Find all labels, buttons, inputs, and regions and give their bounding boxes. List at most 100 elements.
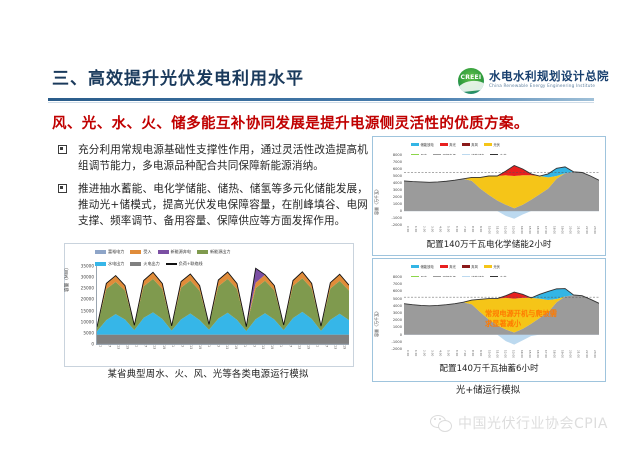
x-tick-label: 13:00 [511,350,516,359]
legend-item: 水电出力 [95,261,124,267]
y-tick-label: 6000 [392,167,402,171]
logo-name-en: China Renewable Energy Engineering Insti… [489,83,596,88]
x-tick-label: 9:00 [479,226,484,233]
x-tick-label: 16:00 [536,226,541,235]
legend-label: 弃光 [449,264,456,269]
y-tick-label: 25000 [80,285,94,291]
legend-swatch [95,250,106,254]
legend-swatch [95,262,106,266]
x-tick-label: 1 [315,345,320,348]
y-tick-label: 7000 [392,282,402,287]
chart-power-mix-week: 富裕电力 受入 新能源弃电 新能源出力 水电出力 火电出力 负荷+联络线 容量（MW） 0… [64,243,354,367]
x-tick-label: 12:00 [503,226,508,235]
header-divider [48,98,594,101]
legend-item: 负荷+联络线 [165,261,203,267]
legend-item: 弃光 [439,264,456,269]
x-tick-label: 19 [270,345,275,350]
x-tick-label: 15:00 [527,226,532,235]
stacked-area-svg [97,267,349,344]
x-tick-label: 15:00 [527,350,532,359]
y-tick-label: 0 [399,332,402,337]
y-tick-label: 15000 [80,308,94,314]
legend-item: 受入 [130,249,152,255]
legend-label: 光伏 [493,142,500,147]
x-tick-label: 0:00 [406,226,411,233]
x-tick-label: 7 [324,345,329,348]
series-area-储能放电 [404,288,599,306]
x-tick-label: 16:00 [536,350,541,359]
x-tick-label: 5:00 [446,226,451,233]
x-axis-ticks: 1 7 13 19 1 7 13 19 1 7 13 19 1 7 13 19 1 7 13 19 1 7 13 19 1 7 13… [96,345,349,357]
logo-wave-shape [458,79,484,93]
x-tick-label: 6:00 [454,226,459,233]
series-area-火电出力 [97,334,349,344]
x-tick-label: 23:00 [592,226,597,235]
legend-swatch [197,250,209,254]
x-tick-label: 7 [288,345,293,348]
y-tick-label: 10000 [80,319,94,325]
y-tick-label: 3000 [392,311,402,315]
wechat-bubble-small [438,420,452,432]
x-tick-label: 18:00 [552,350,557,359]
x-tick-label: 1 [134,345,139,348]
series-area-储能储电 [404,211,599,219]
x-tick-label: 7 [143,345,148,348]
x-tick-label: 13 [225,345,230,350]
x-tick-label: 19 [197,345,202,350]
bullet-text: 推进抽水蓄能、电化学储能、储热、储氢等多元化储能发展，推动光+储模式，提高光伏发… [78,183,368,227]
wechat-dot [439,418,441,420]
series-area-光伏 [404,171,599,209]
x-tick-label: 13 [188,345,193,350]
legend-item: 弃风 [461,142,478,147]
y-axis-ticks: -2000 -1000 0 1000 2000 3000 4000 5000 6000 7000 8… [379,153,403,227]
legend-label: 光伏 [493,264,500,269]
legend-swatch [130,250,142,254]
stacked-area-svg [404,288,599,345]
x-tick-label: 13 [152,345,157,350]
x-tick-label: 11:00 [495,350,500,359]
y-tick-label: 3000 [392,188,402,192]
legend-item: 储能放电 [411,264,434,269]
x-tick-label: 19 [342,345,347,350]
load-line [97,267,349,327]
y-tick-label: -1000 [391,339,402,344]
series-area-常规电源 [404,295,599,335]
x-axis-ticks: 0:00 1:00 2:00 3:00 4:00 5:00 6:00 7:00 8:00 9:00… [404,226,599,237]
x-tick-label: 20:00 [568,226,573,235]
x-tick-label: 0:00 [406,350,411,357]
legend-item: 新能源出力 [197,249,231,255]
y-tick-label: 0 [91,341,94,347]
x-tick-label: 23:00 [592,350,597,359]
chart-legend: 富裕电力 受入 新能源弃电 新能源出力 水电出力 火电出力 负荷+联络线 [95,247,347,267]
y-tick-label: 2000 [392,195,402,199]
y-axis-ticks: -2000 -1000 0 1000 2000 3000 4000 5000 6000 7000 8… [379,275,403,351]
y-tick-label: 4000 [392,303,402,308]
legend-label: 新能源弃电 [170,249,192,254]
square-bullet-icon [58,184,67,193]
x-tick-label: 1 [98,345,103,348]
bullet-list: 充分利用常规电源基础性支撑性作用，通过灵活性改造提高机组调节能力，多电源品种配合… [56,142,368,236]
x-tick-label: 10:00 [487,226,492,235]
legend-label: 火电出力 [143,261,160,266]
legend-swatch [483,264,492,268]
y-tick-label: 8000 [392,153,402,157]
legend-label: 储能放电 [420,142,434,147]
legend-item: 富裕电力 [95,249,124,255]
legend-label: 弃风 [471,142,478,147]
legend-item: 火电出力 [130,261,160,267]
legend-label: 储能放电 [420,264,434,269]
legend-swatch [439,142,448,146]
x-tick-label: 13 [333,345,338,350]
x-tick-label: 7 [107,345,112,348]
legend-swatch [461,142,470,146]
legend-label: 弃风 [471,264,478,269]
x-tick-label: 2:00 [422,226,427,233]
x-tick-label: 13 [116,345,121,350]
x-tick-label: 22:00 [584,226,589,235]
slide-header: 三、高效提升光伏发电利用水平 CREEI 水电水利规划设计总院 China Re… [0,58,640,106]
x-tick-label: 14:00 [519,350,524,359]
legend-swatch [461,264,470,268]
y-tick-label: 2000 [392,318,402,323]
x-tick-label: 4:00 [438,350,443,357]
legend-label: 新能源出力 [210,249,231,254]
